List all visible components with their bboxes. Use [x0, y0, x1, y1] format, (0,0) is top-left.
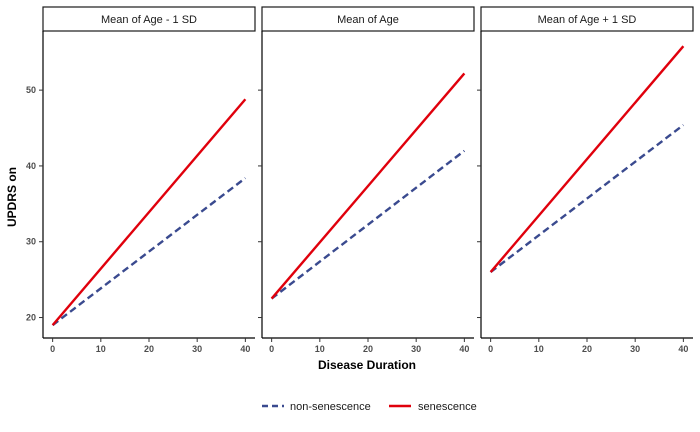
- legend-item-non-senescence: non-senescence: [262, 401, 371, 413]
- x-tick-label: 40: [459, 344, 469, 354]
- y-axis-title: UPDRS on: [5, 167, 19, 227]
- x-tick-label: 30: [630, 344, 640, 354]
- legend-label: non-senescence: [290, 401, 371, 413]
- panel-3: Mean of Age + 1 SD 0 10 20 30 40: [477, 6, 694, 354]
- x-tick-label: 10: [534, 344, 544, 354]
- legend-label: senescence: [418, 401, 477, 413]
- series-line-non-senescence: [270, 149, 466, 300]
- panels: Mean of Age - 1 SD0 10 20 30 4020304050Mean …: [26, 6, 694, 354]
- x-tick-label: 20: [144, 344, 154, 354]
- x-tick-label: 40: [240, 344, 250, 354]
- x-tick-label: 10: [315, 344, 325, 354]
- x-tick-label: 0: [269, 344, 274, 354]
- legend: non-senescence senescence: [262, 401, 477, 413]
- x-tick-label: 20: [363, 344, 373, 354]
- x-tick-label: 20: [582, 344, 592, 354]
- panel-strip: [261, 6, 475, 32]
- series-line-senescence: [51, 98, 247, 326]
- panel-title: Mean of Age - 1 SD: [101, 14, 197, 26]
- panel-strip: [480, 6, 694, 32]
- series-line-senescence: [489, 45, 685, 273]
- panel-strip: [42, 6, 256, 32]
- y-tick-label: 30: [26, 237, 36, 247]
- legend-item-senescence: senescence: [389, 401, 477, 413]
- panel-title: Mean of Age: [337, 14, 399, 26]
- x-tick-label: 40: [678, 344, 688, 354]
- series-line-senescence: [270, 72, 466, 300]
- panel-title: Mean of Age + 1 SD: [538, 14, 637, 26]
- series-line-non-senescence: [51, 177, 247, 327]
- y-tick-label: 40: [26, 161, 36, 171]
- x-tick-label: 30: [411, 344, 421, 354]
- panel-1: Mean of Age - 1 SD 0 10 20 30 40 20 30 40 50: [26, 6, 256, 354]
- y-tick-label: 20: [26, 313, 36, 323]
- panel-2: Mean of Age 0 10 20 30 40: [258, 6, 475, 354]
- x-tick-label: 0: [488, 344, 493, 354]
- x-axis-title: Disease Duration: [318, 358, 416, 372]
- y-tick-label: 50: [26, 85, 36, 95]
- x-tick-label: 30: [192, 344, 202, 354]
- x-tick-label: 10: [96, 344, 106, 354]
- series-line-non-senescence: [489, 124, 685, 274]
- x-tick-label: 0: [50, 344, 55, 354]
